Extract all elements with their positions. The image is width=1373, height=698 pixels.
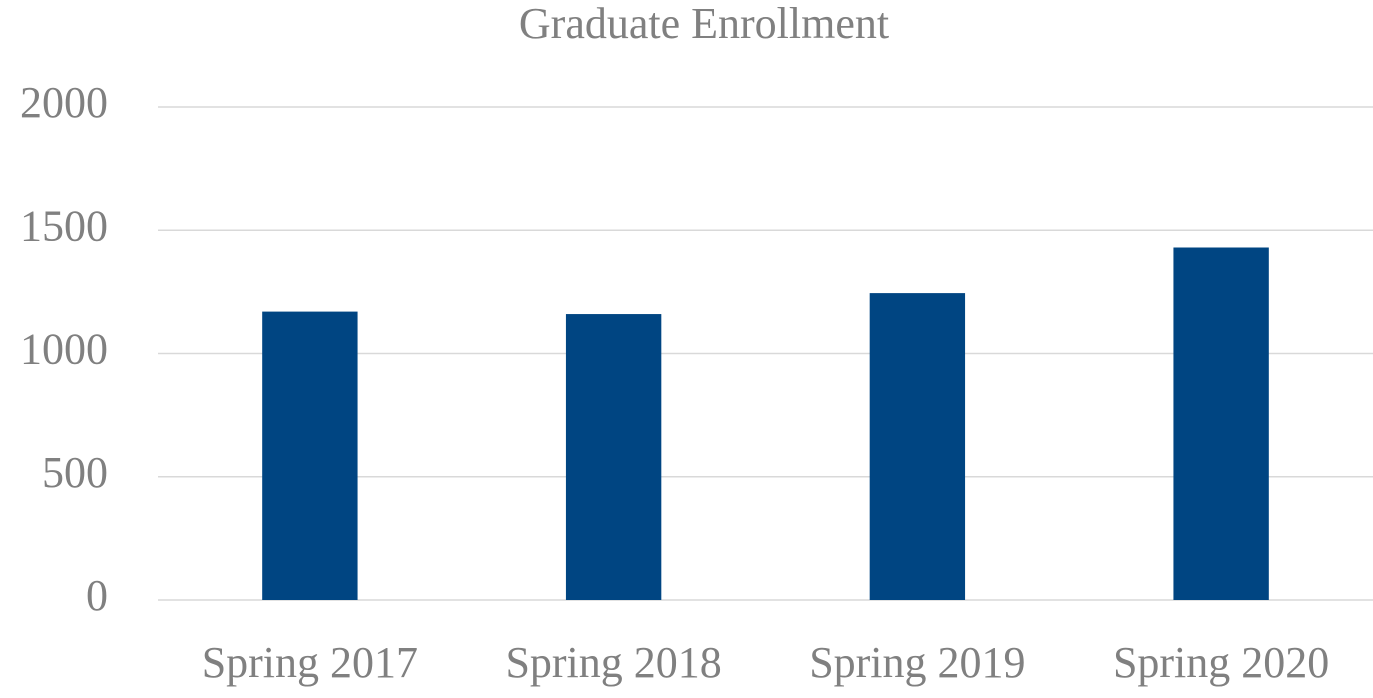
- bar: [1173, 247, 1269, 600]
- x-tick-label: Spring 2019: [809, 638, 1025, 687]
- y-tick-label: 500: [42, 448, 108, 497]
- x-tick-label: Spring 2018: [505, 638, 721, 687]
- chart-title: Graduate Enrollment: [519, 0, 889, 48]
- bar: [565, 314, 662, 600]
- y-tick-label: 2000: [20, 78, 108, 127]
- y-tick-label: 0: [86, 571, 108, 620]
- y-tick-label: 1500: [20, 201, 108, 250]
- x-tick-label: Spring 2017: [202, 638, 418, 687]
- x-tick-label: Spring 2020: [1113, 638, 1329, 687]
- y-tick-label: 1000: [20, 325, 108, 374]
- bar: [869, 293, 966, 600]
- bar: [262, 311, 358, 600]
